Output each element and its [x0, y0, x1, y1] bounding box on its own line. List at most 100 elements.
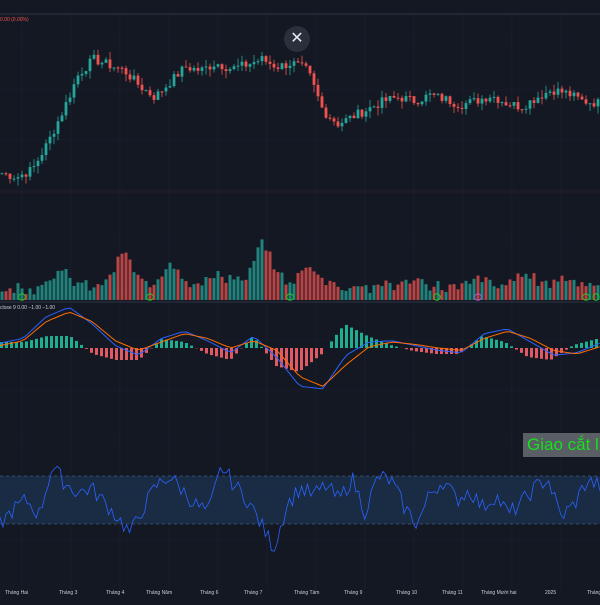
- volume-bar: [453, 284, 456, 300]
- candle-body: [173, 74, 176, 86]
- candle-body: [381, 97, 384, 108]
- volume-bar: [169, 263, 172, 300]
- volume-bar: [93, 287, 96, 300]
- macd-histogram-bar: [420, 348, 423, 352]
- volume-bar: [129, 260, 132, 300]
- volume-bar: [365, 285, 368, 300]
- volume-bar: [73, 286, 76, 300]
- volume-bar: [181, 279, 184, 300]
- volume-bar: [561, 276, 564, 300]
- macd-histogram-bar: [595, 339, 598, 348]
- candle-body: [361, 110, 364, 117]
- volume-bar: [329, 281, 332, 300]
- candle-body: [149, 90, 152, 95]
- candle-body: [533, 100, 536, 103]
- volume-bar: [69, 278, 72, 300]
- macd-histogram-bar: [435, 348, 438, 354]
- x-tick-label: Tháng Năm: [146, 590, 172, 596]
- volume-bar: [253, 261, 256, 300]
- volume-bar: [325, 285, 328, 300]
- volume-bar: [5, 291, 8, 300]
- candle-body: [97, 55, 100, 65]
- volume-bar: [277, 272, 280, 300]
- macd-histogram-bar: [455, 348, 458, 354]
- macd-histogram-bar: [405, 348, 408, 349]
- candle-body: [117, 68, 120, 69]
- macd-histogram-bar: [540, 348, 543, 359]
- x-tick-label: Tháng 6: [200, 590, 218, 596]
- x-tick-label: Tháng 7: [244, 590, 262, 596]
- volume-bar: [573, 280, 576, 300]
- macd-histogram-bar: [305, 348, 308, 366]
- candle-body: [509, 105, 512, 106]
- candle-body: [309, 66, 312, 74]
- macd-histogram-bar: [315, 348, 318, 358]
- candle-body: [53, 134, 56, 137]
- macd-histogram-bar: [485, 337, 488, 348]
- candle-body: [145, 90, 148, 91]
- macd-histogram-bar: [210, 348, 213, 355]
- macd-histogram-bar: [410, 348, 413, 350]
- volume-bar: [565, 281, 568, 300]
- candle-body: [129, 74, 132, 79]
- candle-body: [221, 64, 224, 69]
- candle-body: [313, 73, 316, 85]
- volume-bar: [161, 277, 164, 300]
- candle-body: [57, 121, 60, 133]
- candle-body: [541, 98, 544, 99]
- volume-bar: [249, 268, 252, 300]
- candle-body: [557, 89, 560, 95]
- candle-body: [341, 123, 344, 126]
- candle-body: [593, 103, 596, 106]
- macd-histogram-bar: [230, 348, 233, 359]
- macd-histogram-bar: [300, 348, 303, 370]
- volume-bar: [373, 285, 376, 300]
- macd-histogram-bar: [480, 336, 483, 348]
- volume-bar: [357, 286, 360, 300]
- volume-bar: [529, 279, 532, 300]
- macd-histogram-bar: [160, 339, 163, 348]
- candle-body: [45, 143, 48, 155]
- volume-bar: [569, 280, 572, 300]
- candle-body: [201, 67, 204, 70]
- candle-body: [297, 61, 300, 62]
- volume-bar: [397, 285, 400, 300]
- candle-body: [273, 64, 276, 68]
- volume-bar: [193, 284, 196, 300]
- volume-bar: [229, 275, 232, 300]
- volume-bar: [349, 288, 352, 300]
- macd-histogram-bar: [535, 348, 538, 358]
- candle-body: [229, 69, 232, 71]
- candle-body: [113, 68, 116, 69]
- candle-body: [413, 96, 416, 103]
- volume-bar: [233, 279, 236, 300]
- candle-body: [433, 93, 436, 94]
- volume-bar: [29, 288, 32, 300]
- macd-histogram-bar: [425, 348, 428, 353]
- candle-body: [289, 66, 292, 68]
- candle-body: [569, 91, 572, 96]
- candle-body: [561, 89, 564, 93]
- candle-body: [33, 166, 36, 167]
- candle-body: [105, 59, 108, 62]
- volume-bar: [33, 294, 36, 300]
- volume-bar: [385, 281, 388, 300]
- volume-bar: [317, 275, 320, 300]
- volume-bar: [297, 273, 300, 300]
- volume-bar: [117, 257, 120, 300]
- candle-body: [69, 98, 72, 103]
- candle-body: [77, 75, 80, 84]
- close-button[interactable]: ✕: [284, 26, 310, 52]
- volume-bar: [309, 267, 312, 300]
- volume-bar: [185, 281, 188, 300]
- volume-bar: [13, 293, 16, 300]
- candle-body: [365, 111, 368, 116]
- macd-histogram-bar: [25, 341, 28, 348]
- candle-body: [169, 86, 172, 87]
- volume-bar: [425, 284, 428, 300]
- candle-body: [269, 62, 272, 64]
- macd-histogram-bar: [500, 341, 503, 348]
- candle-body: [453, 104, 456, 107]
